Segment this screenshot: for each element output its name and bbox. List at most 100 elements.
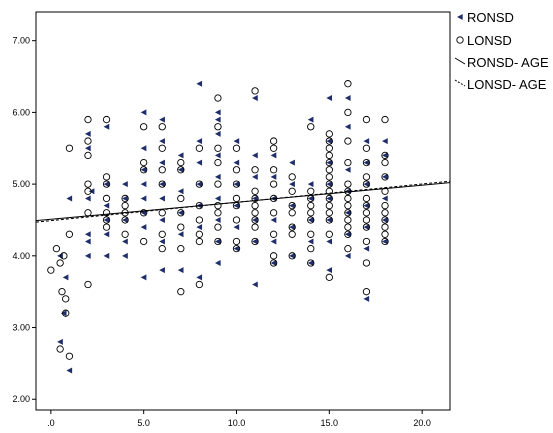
lonsd-point xyxy=(158,144,166,152)
lonsd-point xyxy=(269,180,278,188)
lonsd-point xyxy=(102,194,111,203)
lonsd-point xyxy=(381,115,389,124)
lonsd-point xyxy=(158,123,166,131)
lonsd-point xyxy=(177,166,185,174)
ronsd-point xyxy=(233,181,240,188)
ronsd-point xyxy=(84,231,91,238)
lonsd-point xyxy=(177,244,185,253)
lonsd-point xyxy=(102,209,111,217)
ronsd-point xyxy=(233,138,240,145)
lonsd-point xyxy=(65,230,74,238)
ronsd-point xyxy=(122,238,128,245)
lonsd-point xyxy=(232,144,241,152)
lonsd-point xyxy=(307,201,315,210)
y-tick-label: 2.00 xyxy=(12,394,30,404)
ronsd-point xyxy=(326,238,333,245)
lonsd-point xyxy=(60,252,68,260)
lonsd-point xyxy=(344,201,352,210)
ronsd-point xyxy=(252,238,258,245)
lonsd-point xyxy=(288,173,296,181)
lonsd-point xyxy=(214,201,222,210)
lonsd-point xyxy=(288,187,296,195)
lonsd-point xyxy=(269,259,278,267)
lonsd-point xyxy=(362,173,371,181)
ronsd-point xyxy=(84,252,91,259)
lonsd-point xyxy=(344,230,352,238)
ronsd-point xyxy=(159,159,165,166)
lonsd-point xyxy=(344,137,352,145)
ronsd-point xyxy=(196,181,203,188)
lonsd-point xyxy=(251,223,259,231)
lonsd-point xyxy=(362,288,371,296)
lonsd-point xyxy=(121,201,129,210)
ronsd-point xyxy=(62,274,69,281)
lonsd-point xyxy=(214,123,222,131)
ronsd-point xyxy=(103,231,110,238)
ronsd-point xyxy=(122,252,128,259)
lonsd-point xyxy=(56,259,64,267)
ronsd-point xyxy=(363,138,370,145)
lonsd-point xyxy=(381,230,389,238)
ronsd-point xyxy=(196,224,203,231)
ronsd-point xyxy=(57,338,63,345)
ronsd-point xyxy=(233,224,240,231)
y-tick-label: 3.00 xyxy=(12,323,30,333)
ronsd-point xyxy=(140,145,147,152)
ronsd-point xyxy=(177,166,184,173)
fit-line-2 xyxy=(35,182,451,222)
y-tick-label: 4.00 xyxy=(12,251,30,261)
ronsd-point xyxy=(177,188,184,195)
ronsd-point xyxy=(159,181,165,188)
lonsd-point xyxy=(232,244,241,253)
lonsd-point xyxy=(195,180,204,188)
ronsd-point xyxy=(344,209,351,216)
lonsd-point xyxy=(344,216,352,224)
lonsd-point xyxy=(121,194,129,203)
ronsd-point xyxy=(140,181,147,188)
lonsd-point xyxy=(307,209,315,217)
ronsd-point xyxy=(214,173,221,180)
chart-marks xyxy=(35,80,451,374)
ronsd-point xyxy=(307,216,314,223)
lonsd-point xyxy=(251,216,259,224)
lonsd-point xyxy=(288,230,296,238)
lonsd-point xyxy=(325,216,333,224)
ronsd-point xyxy=(140,274,147,281)
ronsd-point xyxy=(289,224,295,231)
ronsd-point xyxy=(177,267,184,274)
lonsd-point xyxy=(269,137,278,145)
ronsd-point xyxy=(103,216,110,223)
lonsd-point xyxy=(381,223,389,231)
lonsd-point xyxy=(325,187,333,195)
lonsd-point xyxy=(56,345,64,353)
ronsd-point xyxy=(289,202,295,209)
ronsd-point xyxy=(140,224,147,231)
lonsd-point xyxy=(177,194,185,203)
ronsd-point xyxy=(326,159,333,166)
ronsd-point xyxy=(344,252,351,259)
ronsd-point xyxy=(307,259,314,266)
lonsd-point xyxy=(62,309,70,317)
lonsd-point xyxy=(269,144,278,152)
ronsd-point xyxy=(57,252,63,259)
ronsd-point xyxy=(252,216,258,223)
lonsd-point xyxy=(214,144,222,152)
ronsd-point xyxy=(382,216,388,223)
ronsd-point xyxy=(103,181,110,188)
ronsd-point xyxy=(382,195,388,202)
legend-label: RONSD xyxy=(467,10,514,25)
lonsd-point xyxy=(307,123,315,131)
lonsd-point xyxy=(344,158,352,167)
ronsd-point xyxy=(84,145,91,152)
ronsd-point xyxy=(214,130,221,137)
ronsd-point xyxy=(214,238,221,245)
ronsd-point xyxy=(196,80,203,87)
ronsd-point xyxy=(214,152,221,159)
lonsd-point xyxy=(325,166,333,174)
lonsd-point xyxy=(288,223,296,231)
lonsd-point xyxy=(214,180,222,188)
ronsd-point xyxy=(382,238,388,245)
lonsd-point xyxy=(325,173,333,181)
ronsd-point xyxy=(177,231,184,238)
lonsd-point xyxy=(140,123,148,131)
